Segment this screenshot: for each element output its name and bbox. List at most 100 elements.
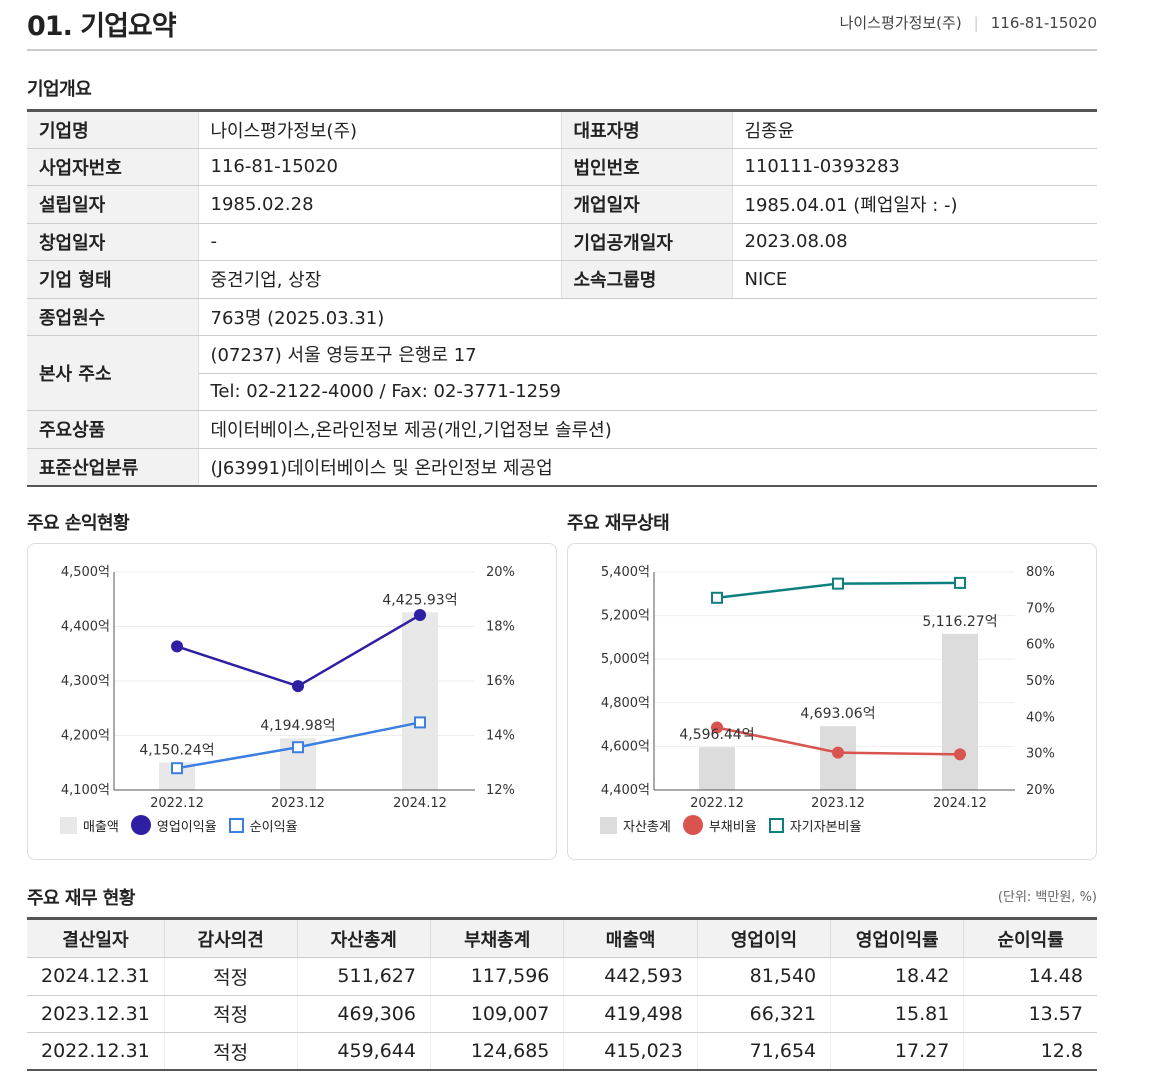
legend-label[interactable]: 순이익율	[249, 819, 298, 835]
chart-svg: 4,400억 4,600억 4,800억 5,000억 5,200억 5,400억 20% 3…	[601, 565, 1055, 811]
right-axis-tick: 20%	[1026, 783, 1055, 798]
legend-label[interactable]: 매출액	[83, 819, 119, 835]
row-label: 기업 형태	[27, 260, 199, 299]
left-axis-tick: 4,800억	[601, 696, 650, 711]
row-label: 사업자번호	[27, 148, 199, 186]
table-row: 표준산업분류 (J63991)데이터베이스 및 온라인정보 제공업	[27, 448, 1097, 486]
chart-legend: 매출액 영업이익율 순이익율	[60, 815, 304, 835]
balance-chart: 4,400억 4,600억 4,800억 5,000억 5,200억 5,400억 20% 3…	[567, 543, 1097, 860]
legend-label[interactable]: 부채비율	[708, 819, 757, 835]
x-axis-tick: 2023.12	[811, 796, 865, 811]
legend-swatch[interactable]	[228, 817, 244, 833]
row-label: 설립일자	[27, 185, 199, 224]
column-header: 부채총계	[430, 918, 565, 958]
data-point	[171, 640, 183, 653]
table-row: 종업원수 763명 (2025.03.31)	[27, 298, 1097, 336]
chart-legend: 자산총계 부채비율 자기자본비율	[600, 815, 867, 835]
x-axis-tick: 2024.12	[933, 796, 987, 811]
data-label: 5,116.27억	[922, 614, 997, 630]
row-value: NICE	[732, 260, 1097, 299]
x-axis-tick: 2022.12	[150, 796, 204, 811]
row-label: 개업일자	[561, 185, 733, 224]
series-line	[176, 613, 421, 688]
table-row: 기업명 나이스평가정보(주) 대표자명 김종윤	[27, 110, 1097, 149]
row-value: 2023.08.08	[732, 223, 1097, 261]
data-point	[711, 721, 723, 734]
business-number: 116-81-15020	[990, 14, 1097, 32]
data-label: 4,693.06억	[800, 706, 875, 722]
x-axis-tick: 2024.12	[393, 796, 447, 811]
data-label: 4,425.93억	[382, 592, 457, 608]
row-label: 소속그룹명	[561, 260, 733, 299]
right-axis-tick: 20%	[486, 565, 515, 580]
table-cell: 14.48	[963, 957, 1097, 996]
legend-label[interactable]: 영업이익율	[156, 819, 217, 835]
right-axis-tick: 50%	[1026, 674, 1055, 689]
legend-swatch[interactable]	[600, 816, 617, 834]
table-row: 2022.12.31 적정 459,644 124,685 415,023 71,654 1…	[27, 1032, 1097, 1071]
table-cell: 81,540	[697, 957, 832, 996]
legend-swatch[interactable]	[682, 815, 703, 835]
data-point	[954, 576, 966, 589]
left-axis-tick: 4,600억	[601, 739, 650, 754]
row-value: 110111-0393283	[732, 148, 1097, 186]
data-point	[832, 746, 844, 759]
left-axis-tick: 4,200억	[61, 729, 110, 744]
legend-swatch[interactable]	[130, 815, 151, 835]
table-cell: 15.81	[830, 995, 965, 1033]
row-label: 종업원수	[27, 298, 199, 336]
table-cell: 124,685	[430, 1032, 565, 1071]
left-axis-tick: 4,400억	[61, 620, 110, 635]
legend-label[interactable]: 자산총계	[623, 819, 671, 835]
left-axis-tick: 5,200억	[601, 609, 650, 624]
table-cell: 117,596	[430, 957, 565, 996]
right-axis-tick: 60%	[1026, 638, 1055, 653]
row-label: 대표자명	[561, 110, 733, 149]
chart-title-income: 주요 손익현황	[27, 513, 130, 534]
column-header: 순이익률	[963, 918, 1097, 958]
table-cell: 415,023	[563, 1032, 698, 1071]
legend-swatch[interactable]	[768, 817, 784, 833]
column-header: 결산일자	[27, 918, 165, 958]
column-header: 자산총계	[297, 918, 431, 958]
table-cell: 511,627	[297, 957, 431, 996]
table-cell: 18.42	[830, 957, 965, 996]
row-label: 본사 주소	[27, 335, 199, 411]
row-value: 1985.02.28	[198, 185, 562, 224]
right-axis-tick: 14%	[486, 729, 515, 744]
left-axis-tick: 5,000억	[601, 652, 650, 667]
table-cell: 17.27	[830, 1032, 965, 1071]
table-cell: 66,321	[697, 995, 832, 1033]
divider	[27, 49, 1097, 51]
table-row: Tel: 02-2122-4000 / Fax: 02-3771-1259	[27, 373, 1097, 411]
column-header: 영업이익률	[830, 918, 965, 958]
chart-title-balance: 주요 재무상태	[567, 513, 670, 534]
chart-svg: 4,100억 4,200억 4,300억 4,400억 4,500억 12% 14% 16% 1…	[61, 565, 515, 811]
table-cell: 적정	[164, 957, 298, 996]
legend-label[interactable]: 자기자본비율	[789, 819, 862, 835]
legend-swatch[interactable]	[60, 816, 77, 834]
financials-title: 주요 재무 현황	[27, 888, 135, 909]
data-point	[414, 716, 426, 729]
table-row: 2024.12.31 적정 511,627 117,596 442,593 81,540 1…	[27, 957, 1097, 996]
row-label: 법인번호	[561, 148, 733, 186]
table-row: 창업일자 - 기업공개일자 2023.08.08	[27, 223, 1097, 261]
table-cell: 459,644	[297, 1032, 431, 1071]
header-company-info: 나이스평가정보(주) | 116-81-15020	[839, 14, 1097, 32]
data-point	[832, 577, 844, 590]
page-title: 01. 기업요약	[27, 11, 177, 42]
right-axis-tick: 18%	[486, 620, 515, 635]
row-label: 기업명	[27, 110, 199, 149]
left-axis-tick: 4,300억	[61, 674, 110, 689]
table-cell: 469,306	[297, 995, 431, 1033]
row-label: 창업일자	[27, 223, 199, 261]
right-axis-tick: 30%	[1026, 747, 1055, 762]
row-value: 데이터베이스,온라인정보 제공(개인,기업정보 솔루션)	[198, 410, 1097, 449]
company-name: 나이스평가정보(주)	[839, 14, 962, 32]
column-header: 영업이익	[697, 918, 832, 958]
row-value: 1985.04.01 (폐업일자 : -)	[732, 185, 1097, 224]
table-row: 기업 형태 중견기업, 상장 소속그룹명 NICE	[27, 260, 1097, 299]
table-row: 사업자번호 116-81-15020 법인번호 110111-0393283	[27, 148, 1097, 186]
overview-title: 기업개요	[27, 79, 92, 100]
bar	[402, 612, 438, 790]
